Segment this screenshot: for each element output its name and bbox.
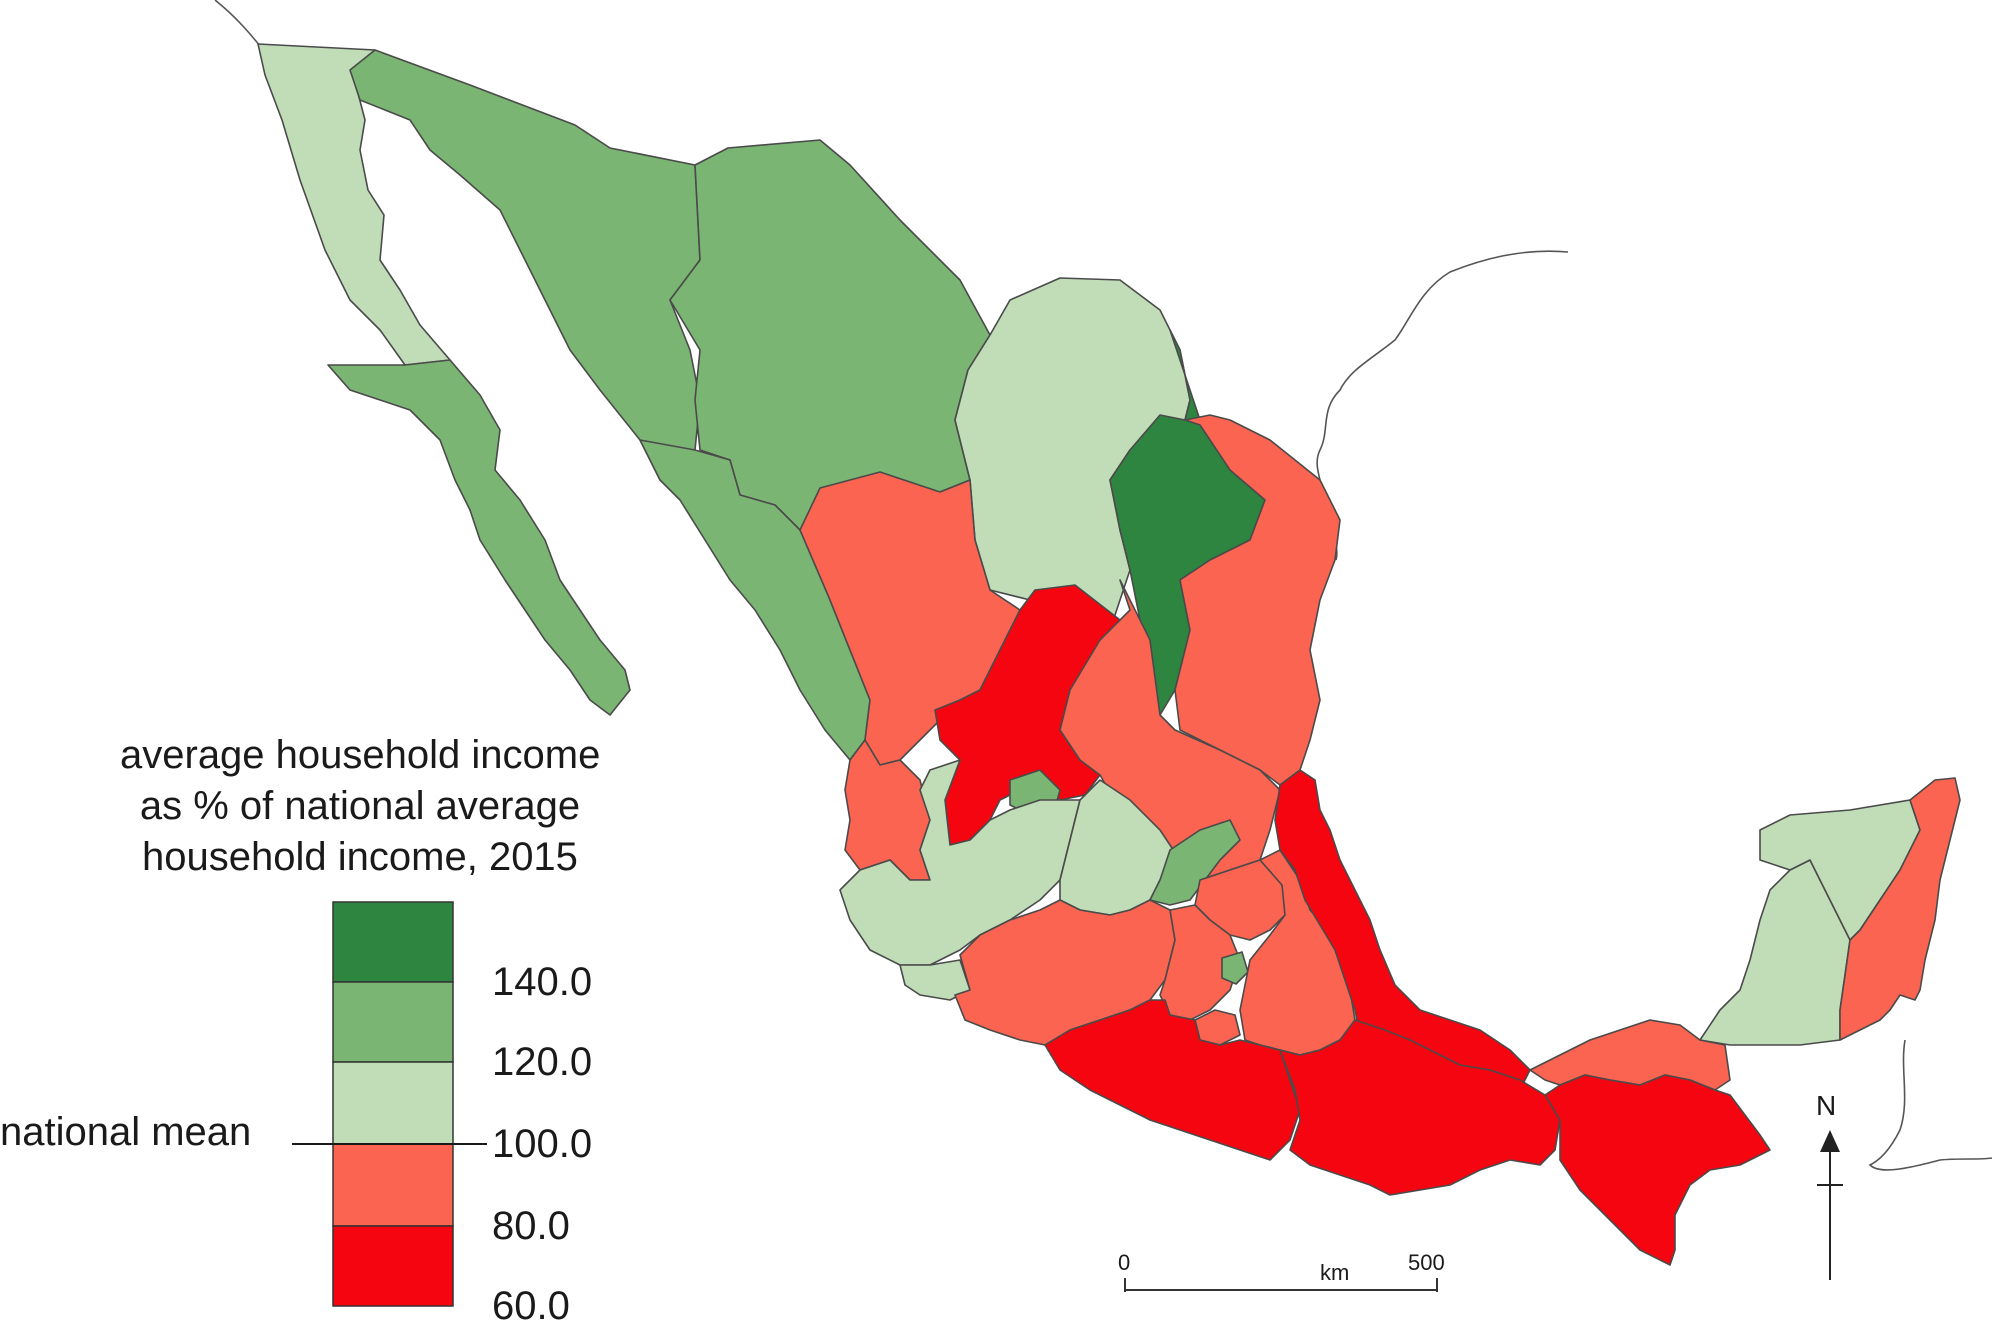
north-label: N	[1816, 1090, 1837, 1121]
legend-label-100: 100.0	[492, 1122, 593, 1166]
national-mean-label: national mean	[0, 1110, 252, 1154]
north-arrow	[1817, 1130, 1843, 1280]
state-oaxaca	[1279, 1019, 1561, 1196]
state-tabasco	[1529, 1019, 1731, 1091]
legend-swatches	[332, 901, 454, 1307]
scale-bar-end-label: 500	[1408, 1250, 1445, 1275]
belize-guatemala-coast	[1868, 1039, 1992, 1171]
legend-title: average household income as % of nationa…	[120, 730, 600, 883]
legend-label-60: 60.0	[492, 1284, 570, 1328]
legend-swatch-light-green	[332, 1061, 454, 1145]
state-quintana-roo	[1839, 777, 1961, 1041]
legend-swatch-red	[332, 1225, 454, 1307]
state-baja-california	[257, 43, 451, 366]
legend-title-line-3: household income, 2015	[142, 835, 578, 879]
legend-title-line-1: average household income	[120, 733, 601, 777]
legend-swatch-mid-green	[332, 981, 454, 1063]
scale-bar	[1124, 1278, 1438, 1292]
state-sonora	[349, 49, 701, 481]
state-estado-de-mexico	[1159, 904, 1241, 1021]
legend-label-140: 140.0	[492, 960, 593, 1004]
legend-label-80: 80.0	[492, 1204, 570, 1248]
state-mexico-city	[1221, 951, 1249, 985]
legend-title-line-2: as % of national average	[139, 784, 581, 828]
scale-bar-unit-label: km	[1320, 1260, 1350, 1285]
scale-bar-start-label: 0	[1118, 1250, 1131, 1275]
state-chiapas	[1544, 1074, 1771, 1266]
state-baja-california-sur	[327, 359, 631, 716]
legend-swatch-light-red	[332, 1143, 454, 1227]
legend-swatch-dark-green	[332, 901, 454, 983]
legend-label-120: 120.0	[492, 1040, 593, 1084]
